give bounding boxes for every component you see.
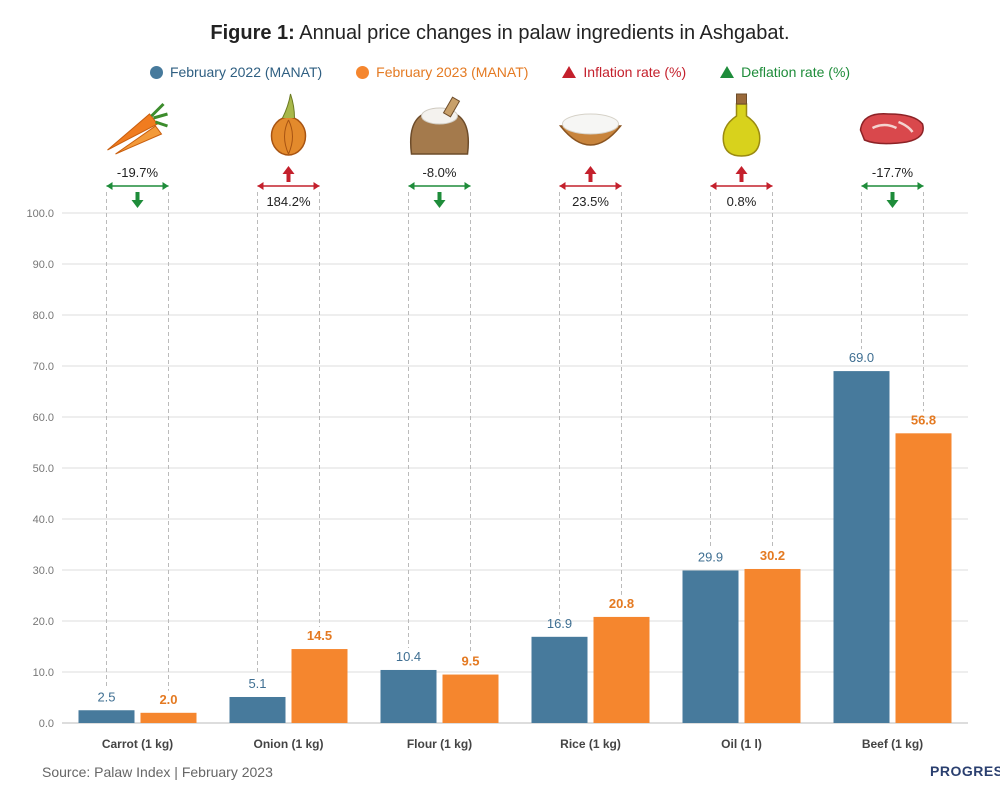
data-label-2023: 30.2 — [760, 548, 785, 563]
bar-2023 — [291, 649, 348, 723]
y-tick-label: 20.0 — [33, 616, 54, 628]
y-tick-label: 50.0 — [33, 463, 54, 475]
bar-2022 — [380, 669, 437, 723]
bar-2023 — [895, 433, 952, 723]
x-tick-label: Carrot (1 kg) — [102, 737, 173, 751]
data-label-2022: 2.5 — [97, 689, 115, 704]
data-label-2023: 9.5 — [461, 654, 479, 669]
chart-title-rest: Annual price changes in palaw ingredient… — [294, 22, 790, 44]
legend-label-2022: February 2022 (MANAT) — [169, 64, 323, 80]
y-tick-label: 30.0 — [33, 565, 54, 577]
bar-2023 — [593, 616, 650, 723]
rate-label: -8.0% — [423, 165, 457, 180]
source-note: Source: Palaw Index | February 2023 — [42, 764, 273, 780]
data-label-2023: 56.8 — [911, 412, 936, 427]
x-tick-label: Flour (1 kg) — [407, 737, 472, 751]
inflation-arrow-icon — [735, 166, 748, 182]
chart-title: Figure 1: Annual price changes in palaw … — [0, 22, 1000, 45]
data-label-2022: 10.4 — [396, 649, 421, 664]
y-tick-label: 40.0 — [33, 514, 54, 526]
y-tick-label: 10.0 — [33, 667, 54, 679]
x-tick-label: Oil (1 l) — [721, 737, 762, 751]
legend-item-2022: February 2022 (MANAT) — [149, 64, 323, 80]
rate-bracket-left-arrow — [861, 182, 868, 190]
beef-icon — [859, 113, 924, 145]
deflation-triangle-icon — [720, 66, 735, 78]
rate-bracket-left-arrow — [106, 182, 113, 190]
y-tick-label: 100.0 — [26, 208, 54, 220]
rate-bracket-left-arrow — [408, 182, 415, 190]
deflation-arrow-icon — [433, 192, 446, 208]
bar-2023 — [442, 674, 499, 723]
legend: February 2022 (MANAT) February 2023 (MAN… — [0, 64, 1000, 80]
data-label-2023: 20.8 — [609, 596, 634, 611]
flour-sack-icon — [410, 96, 469, 155]
inflation-arrow-icon — [584, 166, 597, 182]
data-label-2022: 16.9 — [547, 616, 572, 631]
deflation-arrow-icon — [131, 192, 144, 208]
bar-2023 — [744, 568, 801, 723]
rate-bracket-right-arrow — [313, 182, 320, 190]
rate-bracket-right-arrow — [766, 182, 773, 190]
x-tick-label: Rice (1 kg) — [560, 737, 621, 751]
brand-logo: PROGRES — [930, 763, 1000, 779]
y-tick-label: 70.0 — [33, 361, 54, 373]
inflation-arrow-icon — [282, 166, 295, 182]
rate-label: -19.7% — [117, 165, 159, 180]
data-label-2023: 14.5 — [307, 628, 332, 643]
bar-2022 — [78, 710, 135, 723]
rate-bracket-right-arrow — [162, 182, 169, 190]
bar-2023 — [140, 712, 197, 723]
rate-bracket-right-arrow — [917, 182, 924, 190]
rate-bracket-left-arrow — [559, 182, 566, 190]
carrot-icon — [107, 102, 168, 155]
x-tick-label: Onion (1 kg) — [254, 737, 324, 751]
rate-label: -17.7% — [872, 165, 914, 180]
y-tick-label: 80.0 — [33, 310, 54, 322]
x-tick-label: Beef (1 kg) — [862, 737, 923, 751]
data-label-2022: 5.1 — [248, 676, 266, 691]
onion-icon — [270, 93, 307, 156]
bar-2022 — [682, 570, 739, 723]
bar-2022 — [229, 696, 286, 723]
rate-bracket-right-arrow — [615, 182, 622, 190]
rice-bowl-icon — [558, 113, 623, 146]
rate-label: 184.2% — [266, 194, 311, 209]
legend-label-deflation: Deflation rate (%) — [741, 64, 851, 80]
legend-item-inflation: Inflation rate (%) — [562, 64, 686, 80]
y-tick-label: 0.0 — [39, 718, 54, 730]
data-label-2022: 29.9 — [698, 550, 723, 565]
rate-label: 23.5% — [572, 194, 609, 209]
chart-title-bold: Figure 1: — [210, 22, 295, 44]
y-tick-label: 60.0 — [33, 412, 54, 424]
data-label-2023: 2.0 — [159, 692, 177, 707]
rate-bracket-left-arrow — [257, 182, 264, 190]
legend-swatch-2022 — [149, 65, 163, 79]
y-tick-label: 90.0 — [33, 259, 54, 271]
rate-label: 0.8% — [727, 194, 757, 209]
deflation-arrow-icon — [886, 192, 899, 208]
legend-label-2023: February 2023 (MANAT) — [376, 64, 529, 80]
bar-2022 — [531, 636, 588, 723]
bar-2022 — [833, 371, 890, 723]
legend-label-inflation: Inflation rate (%) — [583, 64, 687, 80]
oil-bottle-icon — [722, 93, 761, 157]
legend-item-deflation: Deflation rate (%) — [720, 64, 850, 80]
legend-swatch-2023 — [356, 65, 370, 79]
data-label-2022: 69.0 — [849, 350, 874, 365]
rate-bracket-left-arrow — [710, 182, 717, 190]
legend-item-2023: February 2023 (MANAT) — [356, 64, 528, 80]
inflation-triangle-icon — [562, 66, 577, 78]
rate-bracket-right-arrow — [464, 182, 471, 190]
